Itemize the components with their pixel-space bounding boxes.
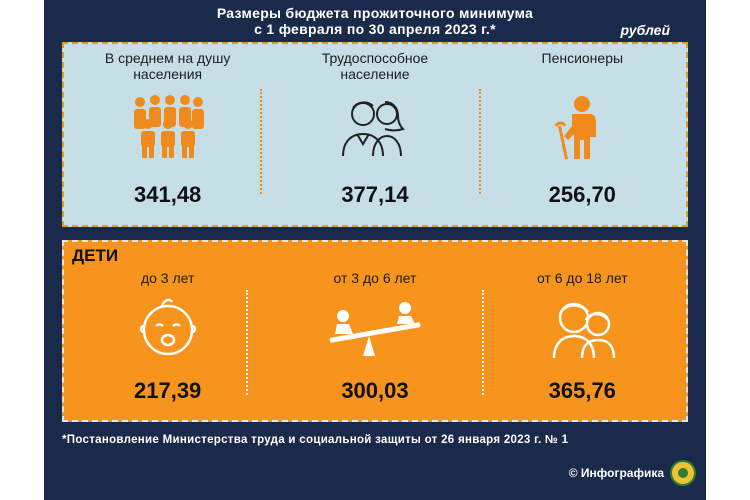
children-3to6-label: от 3 до 6 лет (333, 270, 417, 286)
teenagers-icon (553, 302, 616, 359)
children-6to18-cell: от 6 до 18 лет 365,76 (479, 242, 686, 420)
elderly-person-icon (554, 96, 597, 160)
adults-working-label: Трудоспособное население (321, 50, 429, 82)
footnote: *Постановление Министерства труда и соци… (62, 434, 569, 446)
children-under3-label: до 3 лет (140, 270, 195, 286)
adults-average-value: 341,48 (134, 182, 202, 207)
adults-panel: В среднем на душу населения 341,48 Трудо… (62, 42, 688, 227)
adults-pensioners-label: Пенсионеры (541, 50, 624, 66)
children-6to18-label: от 6 до 18 лет (536, 270, 628, 286)
emblem-icon (670, 460, 696, 486)
adults-average-label: В среднем на душу населения (104, 50, 231, 82)
title-line-1: Размеры бюджета прожиточного минимума (216, 5, 534, 21)
page-title: Размеры бюджета прожиточного минимума с … (44, 5, 706, 37)
children-3to6-value: 300,03 (341, 378, 409, 403)
couple-icon (341, 101, 405, 157)
adults-working-value: 377,14 (341, 182, 409, 207)
children-under3-cell: до 3 лет 217,39 (64, 242, 271, 420)
children-title: ДЕТИ (72, 246, 119, 265)
adults-working-cell: Трудоспособное население 377,14 (271, 44, 478, 225)
divider (479, 89, 481, 194)
divider (246, 290, 248, 395)
adults-average-cell: В среднем на душу населения 341,48 (64, 44, 271, 225)
infographic-frame: Размеры бюджета прожиточного минимума с … (44, 0, 706, 500)
children-6to18-value: 365,76 (548, 378, 616, 403)
brand-label: © Инфографика (568, 466, 664, 480)
children-under3-value: 217,39 (134, 378, 202, 403)
divider (260, 89, 262, 194)
adults-pensioners-cell: Пенсионеры 256,70 (479, 44, 686, 225)
children-panel: ДЕТИ до 3 лет 217,39 от 3 до 6 лет (62, 240, 688, 422)
title-line-2: с 1 февраля по 30 апреля 2023 г.* (254, 21, 496, 37)
unit-label: рублей (620, 22, 671, 38)
group-people-icon (133, 95, 204, 158)
adults-pensioners-value: 256,70 (548, 182, 616, 207)
children-3to6-cell: от 3 до 6 лет 300,03 (271, 242, 478, 420)
seesaw-icon (329, 302, 421, 356)
baby-face-icon (139, 298, 196, 356)
divider (482, 290, 484, 395)
